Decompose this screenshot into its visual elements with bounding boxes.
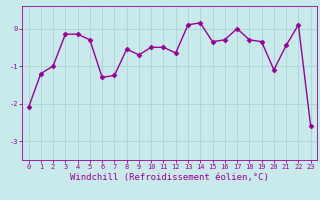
X-axis label: Windchill (Refroidissement éolien,°C): Windchill (Refroidissement éolien,°C) (70, 173, 269, 182)
